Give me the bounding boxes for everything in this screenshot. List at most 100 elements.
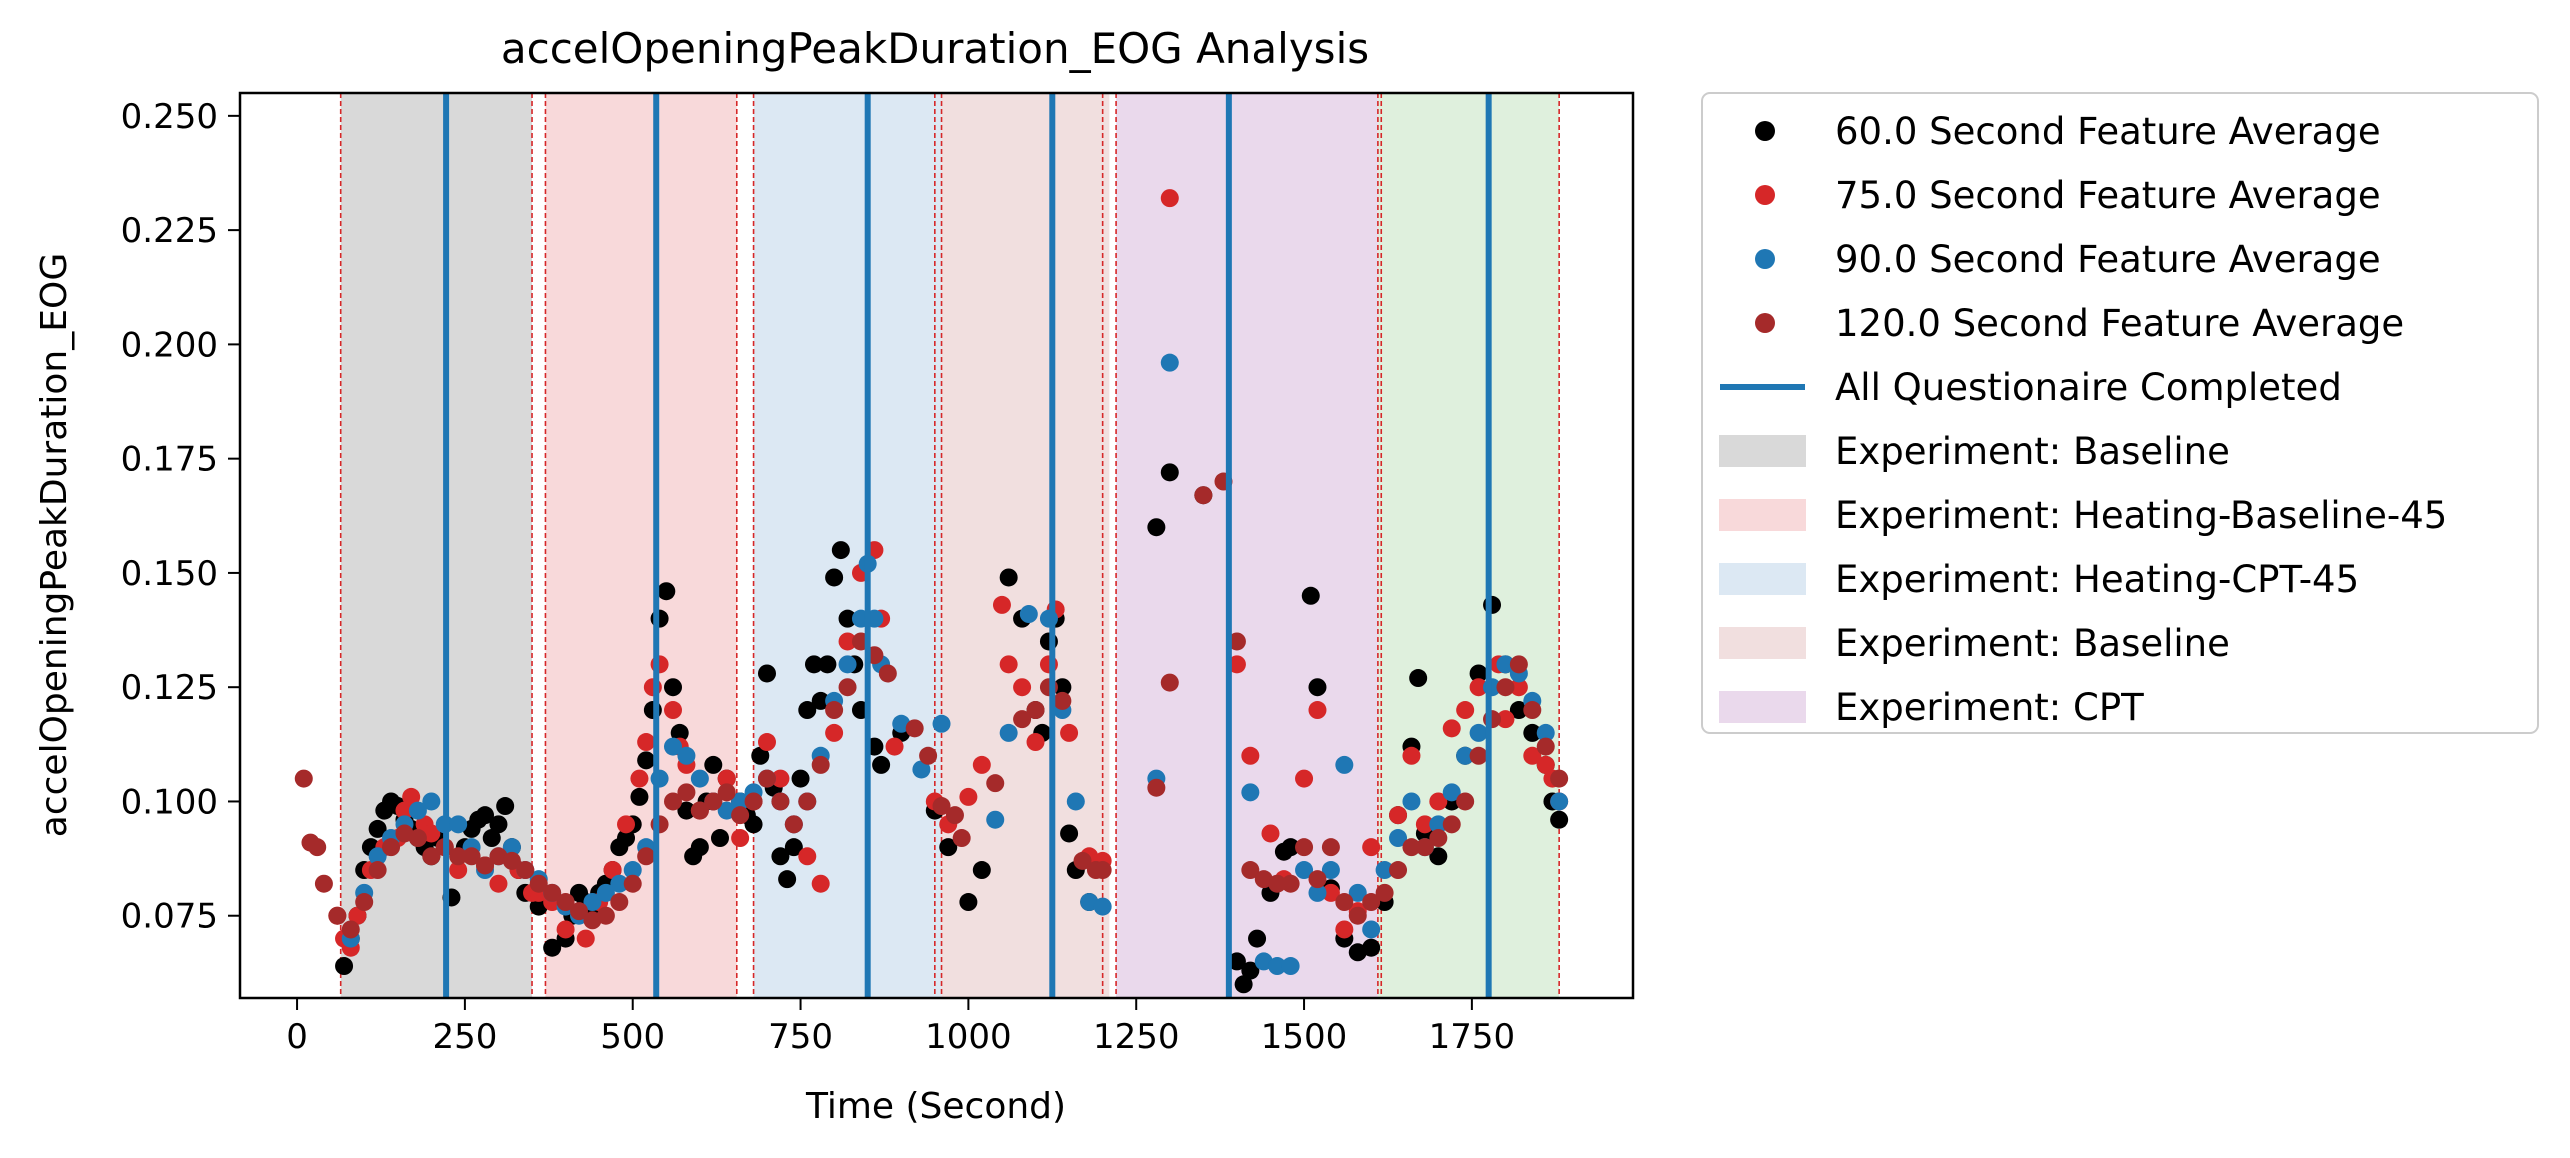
legend-label-6: Experiment: Heating-Baseline-45 [1835,494,2447,537]
legend-patch-9 [1719,691,1806,723]
point-s2-8 [449,815,468,834]
point-s3-47 [919,746,938,765]
point-s1-7 [395,801,414,820]
point-s3-24 [596,906,615,925]
legend-box [1701,92,2539,734]
point-s3-13 [449,847,468,866]
point-s0-50 [704,755,723,774]
point-s1-40 [811,874,830,893]
point-s3-17 [502,851,521,870]
x-tick-label-5: 1250 [1093,1017,1180,1057]
point-s2-74 [1496,655,1515,674]
y-tick-label-0: 0.075 [121,897,218,937]
region-5 [1377,93,1560,998]
point-s3-34 [731,806,750,825]
point-s3-19 [529,874,548,893]
point-s1-53 [1013,678,1032,697]
point-s3-58 [1093,861,1112,880]
point-s3-27 [637,847,656,866]
point-s0-43 [657,582,676,601]
point-s0-37 [617,829,636,848]
point-s1-70 [1362,838,1381,857]
point-s2-46 [999,723,1018,742]
point-s1-51 [992,595,1011,614]
point-s3-73 [1362,893,1381,912]
point-s1-74 [1429,792,1448,811]
point-s3-77 [1415,838,1434,857]
point-s3-79 [1442,815,1461,834]
legend-label-8: Experiment: Baseline [1835,622,2230,665]
point-s0-60 [778,870,797,889]
point-s1-80 [1509,678,1528,697]
point-s1-33 [717,769,736,788]
point-s0-0 [335,957,354,976]
y-axis-label: accelOpeningPeakDuration_EOG [34,253,75,837]
point-s1-67 [1321,883,1340,902]
point-s0-104 [1362,938,1381,957]
legend-marker-0 [1755,121,1775,141]
point-s1-3 [348,906,367,925]
point-s2-18 [583,893,602,912]
point-s3-83 [1496,678,1515,697]
point-s3-0 [294,769,313,788]
point-s1-22 [603,861,622,880]
point-s3-40 [811,755,830,774]
point-s0-5 [368,819,387,838]
point-s1-41 [825,723,844,742]
point-s3-31 [690,801,709,820]
point-s3-49 [945,806,964,825]
point-s3-41 [825,701,844,720]
point-s3-4 [328,906,347,925]
legend-marker-3 [1755,313,1775,333]
point-s3-15 [476,856,495,875]
point-s1-72 [1402,746,1421,765]
point-s3-55 [1053,691,1072,710]
point-s1-37 [771,769,790,788]
point-s3-75 [1389,861,1408,880]
legend-label-9: Experiment: CPT [1835,686,2144,729]
point-s2-54 [1160,353,1179,372]
point-s0-117 [1523,723,1542,742]
point-s3-56 [1073,851,1092,870]
point-s0-39 [630,787,649,806]
point-s2-25 [677,746,696,765]
point-s3-2 [308,838,327,857]
point-s2-61 [1321,861,1340,880]
point-s3-11 [422,847,441,866]
point-s0-108 [1409,669,1428,688]
point-s0-76 [939,838,958,857]
point-s0-90 [1160,463,1179,482]
point-s2-72 [1469,723,1488,742]
point-s2-47 [1019,605,1038,624]
point-s2-26 [690,769,709,788]
point-s2-43 [912,760,931,779]
x-axis-label: Time (Second) [805,1086,1066,1127]
point-s2-65 [1375,861,1394,880]
point-s3-6 [355,893,374,912]
point-s1-52 [999,655,1018,674]
point-s2-58 [1281,957,1300,976]
point-s2-52 [1093,897,1112,916]
point-s1-24 [630,769,649,788]
point-s3-71 [1335,893,1354,912]
point-s3-86 [1536,737,1555,756]
point-s3-8 [382,838,401,857]
point-s3-78 [1429,829,1448,848]
point-s2-59 [1295,861,1314,880]
x-tick-label-4: 1000 [925,1017,1012,1057]
point-s3-67 [1281,874,1300,893]
point-s1-54 [1026,733,1045,752]
point-s2-63 [1348,883,1367,902]
point-s2-5 [408,801,427,820]
point-s2-57 [1268,957,1287,976]
point-s2-21 [623,861,642,880]
point-s1-62 [1241,746,1260,765]
legend-marker-2 [1755,249,1775,269]
point-s1-82 [1536,755,1555,774]
point-s1-66 [1308,701,1327,720]
x-axis: 0 250 500 750 1000 1250 1500 1750 [286,998,1515,1057]
point-s3-66 [1268,874,1287,893]
point-s3-51 [986,774,1005,793]
point-s0-59 [771,847,790,866]
point-s3-46 [905,719,924,738]
